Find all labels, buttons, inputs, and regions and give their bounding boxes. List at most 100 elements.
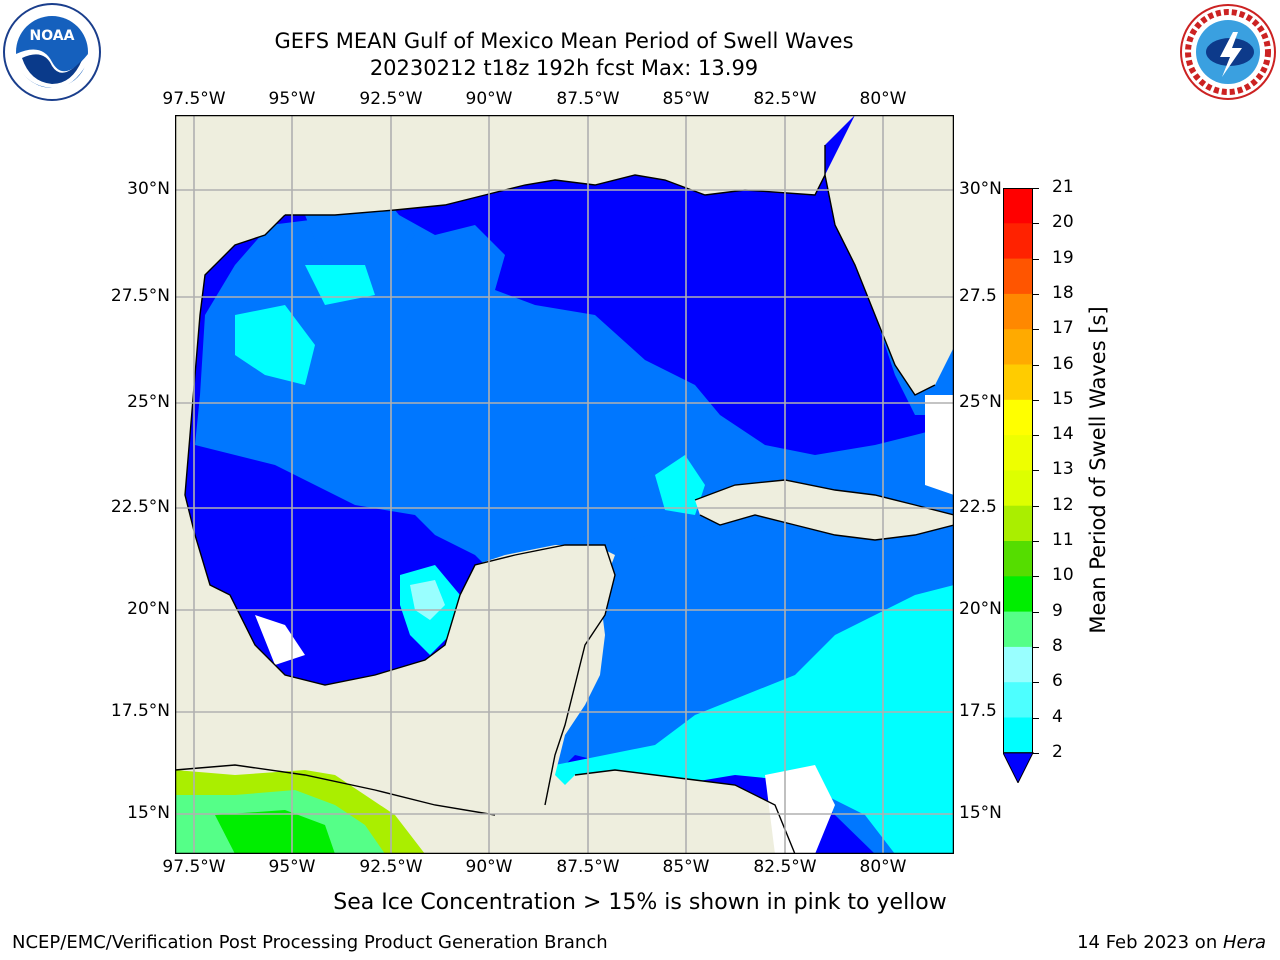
colorbar-bin: [1003, 505, 1033, 542]
gridlines: [175, 115, 954, 854]
colorbar-tick-label: 2: [1052, 741, 1063, 762]
noaa-logo: NOAA: [2, 2, 102, 106]
colorbar-extend-triangle: [1002, 752, 1034, 784]
lat-tick-label: 27.5°N: [110, 286, 170, 306]
credit-text: NCEP/EMC/Verification Post Processing Pr…: [12, 932, 608, 953]
colorbar-tick-mark: [1033, 752, 1039, 754]
lat-tick-label: 25°N: [959, 392, 1002, 412]
colorbar-tick-label: 15: [1052, 388, 1074, 409]
colorbar-bin: [1003, 258, 1033, 295]
lat-tick-label: 27.5: [959, 286, 997, 306]
swell-period-map: [174, 114, 955, 855]
colorbar-tick-mark: [1033, 399, 1039, 401]
lat-tick-label: 20°N: [127, 599, 170, 619]
colorbar-bin: [1003, 364, 1033, 401]
lon-tick-label: 92.5°W: [359, 89, 423, 109]
colorbar-bin: [1003, 541, 1033, 577]
chart-title-line2: 20230212 t18z 192h fcst Max: 13.99: [369, 56, 759, 80]
colorbar-tick-mark: [1033, 188, 1039, 189]
lat-tick-label: 25°N: [127, 392, 170, 412]
colorbar-tick-label: 14: [1052, 424, 1074, 445]
no-data-south: [765, 765, 835, 854]
lon-tick-label: 95°W: [268, 857, 316, 877]
date-value: 14 Feb 2023 on: [1077, 932, 1223, 953]
colorbar-tick-label: 18: [1052, 282, 1074, 303]
coastlines: [174, 145, 955, 855]
colorbar-tick-mark: [1033, 364, 1039, 366]
swell-region-cyan-south: [555, 585, 954, 854]
svg-text:NOAA: NOAA: [30, 28, 75, 44]
colorbar-tick-mark: [1033, 576, 1039, 578]
colorbar-label: Mean Period of Swell Waves [s]: [1086, 306, 1110, 634]
colorbar-bin: [1003, 188, 1033, 224]
colorbar-bin: [1003, 576, 1033, 613]
colorbar-tick-label: 19: [1052, 247, 1074, 268]
lon-tick-label: 97.5°W: [162, 857, 226, 877]
date-text: 14 Feb 2023 on Hera: [1077, 932, 1266, 953]
map-frame: [174, 114, 955, 855]
land-florida-east: [875, 115, 954, 175]
colorbar-tick-label: 11: [1052, 530, 1074, 550]
colorbar-bin: [1003, 717, 1033, 754]
lon-tick-label: 85°W: [662, 857, 710, 877]
colorbar-tick-mark: [1033, 258, 1039, 260]
lon-tick-label: 87.5°W: [556, 857, 620, 877]
lat-tick-label: 17.5°N: [110, 701, 170, 721]
lat-tick-label: 15°N: [959, 803, 1002, 823]
lon-tick-label: 80°W: [859, 89, 907, 109]
colorbar-tick-label: 6: [1052, 671, 1063, 692]
colorbar-tick-label: 21: [1052, 177, 1074, 197]
swell-region-medium-north: [305, 210, 415, 265]
colorbar-bin: [1003, 329, 1033, 365]
land-yucatan: [455, 545, 615, 765]
colorbar-tick-label: 20: [1052, 212, 1074, 233]
swell-region-cyan-central: [655, 455, 705, 515]
colorbar-tick-label: 16: [1052, 353, 1074, 374]
lon-tick-label: 80°W: [859, 857, 907, 877]
colorbar-tick-mark: [1033, 505, 1039, 507]
colorbar-bin: [1003, 435, 1033, 471]
colorbar-tick-mark: [1033, 682, 1039, 684]
colorbar-tick-mark: [1033, 611, 1039, 613]
lon-tick-label: 82.5°W: [753, 89, 817, 109]
lat-tick-label: 30°N: [959, 179, 1002, 199]
colorbar-tick-mark: [1033, 541, 1039, 542]
chart-title-line1: GEFS MEAN Gulf of Mexico Mean Period of …: [274, 29, 854, 53]
lat-tick-label: 22.5: [959, 497, 997, 517]
lon-tick-label: 92.5°W: [359, 857, 423, 877]
colorbar-tick-label: 10: [1052, 565, 1074, 586]
colorbar-bin: [1003, 646, 1033, 683]
lat-tick-label: 17.5: [959, 701, 997, 721]
colorbar-bin: [1003, 611, 1033, 648]
colorbar-tick-mark: [1033, 329, 1039, 331]
lon-tick-label: 97.5°W: [162, 89, 226, 109]
no-data-east: [925, 395, 954, 495]
lat-tick-label: 15°N: [127, 803, 170, 823]
colorbar-bin: [1003, 223, 1033, 260]
colorbar-tick-mark: [1033, 223, 1039, 225]
land-florida: [825, 115, 955, 395]
colorbar-tick-label: 8: [1052, 635, 1063, 656]
colorbar-tick-mark: [1033, 717, 1039, 719]
lat-tick-label: 20°N: [959, 599, 1002, 619]
colorbar-tick-label: 13: [1052, 459, 1074, 480]
lon-tick-label: 95°W: [268, 89, 316, 109]
lat-tick-label: 22.5°N: [110, 497, 170, 517]
nws-logo: [1178, 2, 1278, 106]
swell-region-cyan-west: [235, 305, 315, 385]
colorbar-tick-label: 17: [1052, 318, 1074, 339]
colorbar: [1002, 188, 1034, 784]
colorbar-bin: [1003, 470, 1033, 507]
colorbar-tick-mark: [1033, 435, 1039, 437]
colorbar-bin: [1003, 682, 1033, 718]
lon-tick-label: 90°W: [465, 857, 513, 877]
land-cuba: [695, 480, 954, 540]
lon-tick-label: 87.5°W: [556, 89, 620, 109]
host-name: Hera: [1222, 932, 1266, 953]
lon-tick-label: 90°W: [465, 89, 513, 109]
swell-region-cyan-nw: [305, 265, 375, 305]
colorbar-tick-mark: [1033, 646, 1039, 648]
colorbar-tick-mark: [1033, 293, 1039, 295]
map-panel: [174, 114, 955, 855]
colorbar-bin: [1003, 293, 1033, 330]
